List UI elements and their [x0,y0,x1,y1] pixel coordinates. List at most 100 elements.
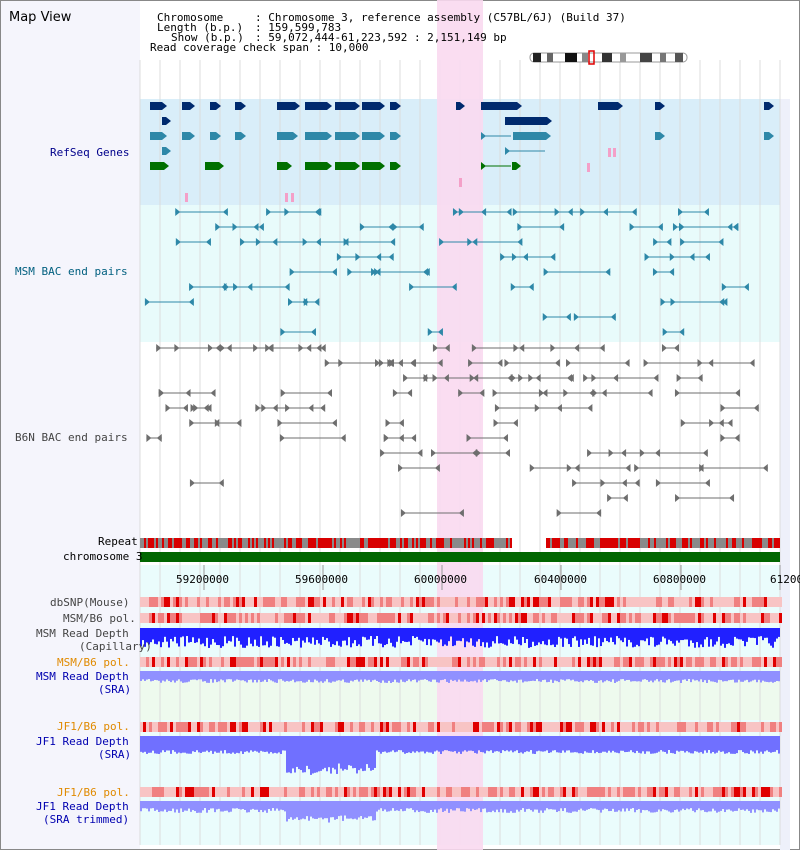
track-label-repeat[interactable]: Repeat [98,535,138,548]
read-depth-bar [470,736,472,751]
polymorphism-cell [764,657,767,667]
read-depth-bar [406,801,408,809]
track-label-chromosome[interactable]: chromosome 3 [63,550,143,563]
read-depth-bar [378,628,380,644]
msm-bac-pair-end [662,328,668,336]
track-label-msm-depth-capillary[interactable]: MSM Read Depth [36,627,129,640]
gene-block [512,162,516,170]
read-depth-bar [346,628,348,646]
track-label-msm-b6-pol-2[interactable]: MSM/B6 pol. [57,656,130,669]
read-depth-bar [438,801,440,810]
track-label-msm-b6-pol-1[interactable]: MSM/B6 pol. [63,612,136,625]
polymorphism-cell [638,613,641,623]
msm-bac-pair-end [189,283,195,291]
polymorphism-cell [251,722,254,732]
polymorphism-cell [365,597,368,607]
read-depth-bar [166,628,168,642]
read-depth-bar [154,801,156,811]
track-label-b6n-bac[interactable]: B6N BAC end pairs [15,431,128,444]
polymorphism-cell [245,787,248,797]
axis-tick-label: 60400000 [534,573,587,586]
polymorphism-cell [620,613,623,623]
read-depth-bar [714,671,716,683]
b6n-bac-pair-end [458,509,464,517]
polymorphism-cell [656,787,659,797]
read-depth-bar [318,736,320,772]
polymorphism-cell [179,657,182,667]
read-depth-bar [768,628,770,644]
polymorphism-cell [452,613,455,623]
polymorphism-cell [551,613,554,623]
polymorphism-cell [596,657,599,667]
repeat-segment [574,538,576,548]
msm-bac-pair-end [424,268,430,276]
repeat-segment [668,538,670,548]
track-label-msm-bac[interactable]: MSM BAC end pairs [15,265,128,278]
polymorphism-cell [650,597,653,607]
b6n-bac-pair-end [599,344,605,352]
read-depth-bar [734,628,736,637]
read-depth-bar [672,628,674,644]
track-label-jf1-b6-pol-1[interactable]: JF1/B6 pol. [57,720,130,733]
polymorphism-cell [770,722,773,732]
polymorphism-cell [380,613,383,623]
read-depth-bar [740,801,742,810]
repeat-segment [730,538,732,548]
read-depth-bar [776,671,778,681]
polymorphism-cell [446,597,449,607]
read-depth-bar [148,628,150,645]
polymorphism-cell [341,613,344,623]
repeat-segment [766,538,768,548]
read-depth-bar [380,628,382,644]
read-depth-bar [206,736,208,751]
polymorphism-cell [707,657,710,667]
msm-bac-pair-end [678,208,684,216]
track-label-dbsnp[interactable]: dbSNP(Mouse) [50,596,130,609]
read-depth-bar [608,801,610,812]
read-depth-bar [500,628,502,644]
read-depth-bar [490,671,492,680]
repeat-segment [294,538,296,548]
read-depth-bar [188,628,190,643]
read-depth-bar [592,736,594,751]
read-depth-bar [606,671,608,681]
polymorphism-cell [251,597,254,607]
read-depth-bar [638,736,640,753]
repeat-segment [642,538,644,548]
polymorphism-cell [503,787,506,797]
polymorphism-cell [164,597,167,607]
read-depth-bar [260,736,262,751]
read-depth-bar [444,671,446,680]
msm-bac-pair-end [280,328,286,336]
track-label-jf1-depth-trimmed[interactable]: JF1 Read Depth [36,800,129,813]
repeat-segment [674,538,676,548]
read-depth-bar [474,628,476,647]
read-depth-bar [586,736,588,753]
b6n-bac-pair-end [432,344,438,352]
polymorphism-cell [347,613,350,623]
msm-bac-pair-end [550,253,556,261]
track-label-msm-depth-sra[interactable]: MSM Read Depth [36,670,129,683]
polymorphism-cell [179,787,182,797]
repeat-segment [278,538,280,548]
read-depth-bar [746,628,748,642]
polymorphism-cell [608,787,611,797]
read-depth-bar [626,801,628,809]
read-depth-bar [412,736,414,752]
gene-block [277,132,293,140]
read-depth-bar [352,671,354,682]
read-depth-bar [480,628,482,647]
track-label-jf1-b6-pol-2[interactable]: JF1/B6 pol. [57,786,130,799]
read-depth-bar [544,736,546,752]
msm-bac-pair-end [388,253,394,261]
track-label-refseq-genes[interactable]: RefSeq Genes [50,146,130,159]
repeat-segment [276,538,278,548]
polymorphism-cell [689,613,692,623]
track-label-jf1-depth-sra[interactable]: JF1 Read Depth [36,735,129,748]
polymorphism-cell [515,597,518,607]
repeat-segment [562,538,564,548]
read-depth-bar [738,801,740,809]
gene-arrow [355,162,360,170]
read-depth-bar [242,801,244,810]
read-depth-bar [552,628,554,645]
